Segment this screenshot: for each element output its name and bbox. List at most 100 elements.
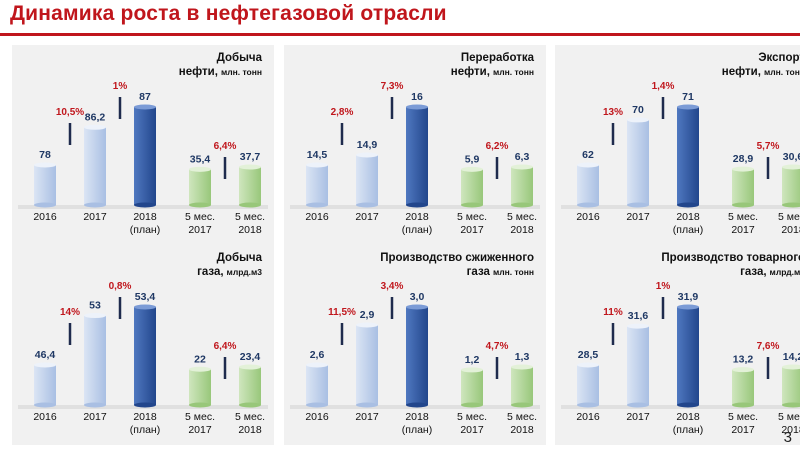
category-label: 2016 xyxy=(576,211,600,223)
bar xyxy=(577,165,599,205)
bar xyxy=(511,167,533,205)
bar-top xyxy=(627,323,649,329)
title-underline xyxy=(0,33,800,36)
data-label: 70 xyxy=(632,104,644,116)
bar-top xyxy=(511,164,533,170)
bar-top xyxy=(356,152,378,158)
chart-svg: Производство сжиженного газа млн. тонн 2,6 2… xyxy=(290,252,540,436)
data-label: 2,9 xyxy=(360,309,375,321)
bar-top xyxy=(306,362,328,368)
bar xyxy=(406,107,428,205)
data-label: 53,4 xyxy=(135,291,156,303)
bar-top xyxy=(34,362,56,368)
bar-top xyxy=(782,164,800,170)
axis-shadow xyxy=(561,205,800,209)
growth-label: 14% xyxy=(60,307,80,318)
bar-base xyxy=(406,402,428,408)
bar-top xyxy=(306,162,328,168)
data-label: 37,7 xyxy=(240,151,261,163)
chart-panel-oil-export: Экспортнефти,млн. тонн 62 2016 70 2017 71 2018… xyxy=(555,45,800,245)
growth-label: 6,4% xyxy=(214,341,237,352)
chart-panel-oil-production: Добыча нефти, млн. тонн 78 2016 86,2 2017 87 201… xyxy=(12,45,274,245)
bar xyxy=(134,107,156,205)
bar-base xyxy=(134,402,156,408)
bar-base xyxy=(732,402,754,408)
bar-top xyxy=(677,304,699,310)
data-label: 35,4 xyxy=(190,153,211,165)
bar-top xyxy=(627,117,649,123)
category-label: 2016 xyxy=(576,411,600,423)
growth-label: 1% xyxy=(656,281,671,292)
data-label: 13,2 xyxy=(733,354,754,366)
chart-panel-oil-refining: Переработка нефти, млн. тонн 14,5 2016 14,9 20… xyxy=(284,45,546,245)
growth-label: 11% xyxy=(603,307,623,318)
category-label: 2017 xyxy=(355,411,379,423)
bar xyxy=(782,167,800,205)
category-label: 5 мес.2018 xyxy=(235,411,265,436)
data-label: 16 xyxy=(411,91,423,103)
bar xyxy=(782,367,800,405)
bar xyxy=(356,155,378,205)
category-label: 2017 xyxy=(626,411,650,423)
bar-top xyxy=(189,166,211,172)
chart-unit: млн. тонн xyxy=(221,67,262,77)
bar-base xyxy=(134,202,156,208)
bar-top xyxy=(84,313,106,319)
growth-label: 3,4% xyxy=(381,281,404,292)
data-label: 22 xyxy=(194,353,206,365)
growth-label: 1,4% xyxy=(652,81,675,92)
bar-base xyxy=(406,202,428,208)
data-label: 87 xyxy=(139,91,151,103)
bar-base xyxy=(84,202,106,208)
category-label: 2016 xyxy=(305,211,329,223)
chart-title: Добыча нефти, млн. тонн xyxy=(179,52,263,78)
growth-label: 6,4% xyxy=(214,141,237,152)
growth-label: 13% xyxy=(603,107,623,118)
data-label: 31,6 xyxy=(628,310,649,322)
bar-base xyxy=(511,402,533,408)
growth-label: 4,7% xyxy=(486,341,509,352)
chart-panel-gas-production: Добыча газа, млрд.м3 46,4 2016 53 2017 53,4 2018… xyxy=(12,245,274,445)
bar-base xyxy=(84,402,106,408)
data-label: 62 xyxy=(582,149,594,161)
bar xyxy=(189,169,211,205)
bar-top xyxy=(239,164,261,170)
category-label: 2016 xyxy=(305,411,329,423)
bar-base xyxy=(239,202,261,208)
bar-base xyxy=(34,402,56,408)
bar xyxy=(627,119,649,205)
bar-base xyxy=(239,402,261,408)
data-label: 31,9 xyxy=(678,291,699,303)
category-label: 5 мес. 2017 xyxy=(728,411,758,436)
bar-base xyxy=(189,202,211,208)
bar-base xyxy=(732,202,754,208)
bar-base xyxy=(577,402,599,408)
bar-top xyxy=(677,104,699,110)
data-label: 23,4 xyxy=(240,351,261,363)
data-label: 3,0 xyxy=(410,291,425,303)
data-label: 14,5 xyxy=(307,149,328,161)
data-label: 1,2 xyxy=(465,354,480,366)
bar-top xyxy=(406,304,428,310)
growth-label: 6,2% xyxy=(486,141,509,152)
data-label: 46,4 xyxy=(35,349,56,361)
category-label: 2017 xyxy=(83,411,107,423)
data-label: 1,3 xyxy=(515,351,530,363)
bar xyxy=(461,169,483,205)
data-label: 28,9 xyxy=(733,153,754,165)
data-label: 53 xyxy=(89,300,101,312)
data-label: 71 xyxy=(682,91,694,103)
bar-top xyxy=(239,364,261,370)
bar xyxy=(356,325,378,405)
bar xyxy=(732,369,754,405)
bar xyxy=(34,165,56,205)
category-label: 5 мес.2018 xyxy=(235,211,265,236)
chart-svg: Добыча газа, млрд.м3 46,4 2016 53 2017 53,4 2018… xyxy=(18,252,268,436)
growth-label: 7,6% xyxy=(757,341,780,352)
bar-base xyxy=(306,402,328,408)
category-label: 5 мес.2018 xyxy=(778,211,800,236)
bar xyxy=(306,365,328,405)
growth-label: 2,8% xyxy=(331,107,354,118)
